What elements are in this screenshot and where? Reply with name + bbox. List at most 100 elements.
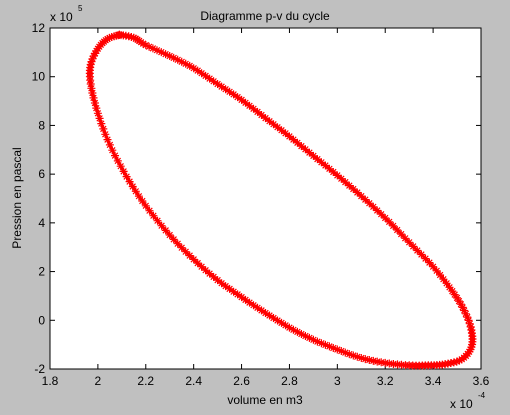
series-point-marker — [277, 126, 286, 135]
series-point-marker — [463, 313, 472, 322]
series-point-marker — [301, 145, 310, 154]
series-point-marker — [297, 330, 306, 338]
x-axis-ticks: 1.8 2 2.2 2.4 2.6 2.8 3 3.2 3.4 3.6 — [42, 28, 490, 388]
series-point-marker — [389, 221, 398, 230]
series-point-marker — [341, 178, 350, 187]
series-point-marker — [141, 201, 150, 210]
series-point-marker — [281, 321, 290, 330]
series-point-marker — [333, 345, 342, 354]
series-point-marker — [181, 247, 190, 256]
x-tick-label: 3.4 — [425, 374, 442, 388]
x-tick-label: 2.8 — [281, 374, 298, 388]
series-point-marker — [88, 89, 97, 97]
series-point-marker — [385, 359, 394, 368]
series-point-marker — [138, 197, 147, 205]
y-axis-ticks: -2 0 2 4 6 8 10 12 — [32, 21, 481, 376]
series-point-marker — [448, 287, 457, 296]
x-tick-label: 2 — [95, 374, 102, 388]
series-point-marker — [277, 318, 286, 327]
series-point-marker — [439, 275, 448, 284]
series-point-marker — [373, 357, 382, 366]
series-point-marker — [301, 332, 310, 340]
series-point-marker — [217, 279, 226, 288]
series-point-marker — [265, 311, 274, 320]
series-point-marker — [349, 185, 358, 193]
series-point-marker — [189, 255, 198, 264]
series-point-marker — [233, 290, 242, 299]
series-point-marker — [145, 42, 154, 51]
series-point-marker — [233, 93, 242, 102]
series-point-marker — [111, 151, 119, 160]
series-point-marker — [201, 71, 210, 80]
series-point-marker — [103, 135, 112, 144]
series-point-marker — [99, 124, 108, 133]
series-layer — [85, 30, 477, 370]
series-point-marker — [265, 117, 274, 126]
series-point-marker — [93, 109, 102, 118]
series-point-marker — [389, 360, 398, 368]
series-point-marker — [245, 298, 254, 307]
series-point-marker — [92, 104, 101, 113]
y-axis-title: Pression en pascal — [10, 147, 24, 248]
series-point-marker — [337, 174, 346, 183]
y-exponent-label: x 10 5 — [50, 4, 83, 24]
series-point-marker — [185, 61, 194, 70]
series-point-marker — [425, 258, 434, 267]
series-point-marker — [229, 287, 238, 296]
series-point-marker — [165, 231, 174, 239]
series-point-marker — [261, 114, 270, 123]
series-point-marker — [417, 250, 426, 259]
series-point-marker — [253, 303, 262, 312]
series-point-marker — [455, 356, 464, 365]
series-point-marker — [177, 57, 186, 66]
series-point-marker — [213, 80, 222, 88]
series-point-marker — [289, 325, 298, 334]
series-point-marker — [105, 33, 114, 42]
series-point-marker — [213, 276, 222, 285]
series-point-marker — [209, 272, 218, 281]
series-point-marker — [321, 161, 330, 170]
series-point-marker — [189, 64, 198, 73]
series-point-marker — [149, 211, 158, 220]
series-point-marker — [161, 50, 170, 59]
series-point-marker — [95, 114, 104, 123]
series-point-marker — [321, 340, 330, 349]
series-point-marker — [101, 130, 110, 139]
series-point-marker — [325, 164, 334, 173]
series-point-marker — [413, 246, 422, 255]
series-point-marker — [157, 221, 166, 230]
x-tick-label: 2.2 — [137, 374, 154, 388]
series-point-marker — [305, 333, 314, 342]
y-tick-label: 10 — [32, 70, 46, 84]
series-point-marker — [349, 351, 358, 360]
x-tick-label: 1.8 — [42, 374, 59, 388]
series-point-marker — [385, 217, 394, 226]
x-exponent-label: x 10 -4 — [450, 391, 486, 411]
series-point-marker — [145, 206, 154, 215]
series-point-marker — [409, 242, 418, 251]
series-point-marker — [169, 235, 178, 244]
series-point-marker — [134, 192, 143, 201]
series-point-marker — [325, 342, 334, 351]
series-point-marker — [442, 279, 451, 288]
series-point-marker — [456, 300, 465, 309]
series-point-marker — [157, 48, 166, 57]
series-point-marker — [257, 111, 266, 119]
series-point-marker — [209, 77, 218, 86]
series-point-marker — [450, 290, 459, 299]
x-exponent-power: -4 — [478, 391, 486, 400]
series-point-marker — [139, 39, 148, 48]
series-point-marker — [249, 301, 258, 310]
series-point-marker — [115, 30, 124, 39]
series-point-marker — [329, 168, 338, 176]
series-point-marker — [225, 87, 234, 96]
series-point-marker — [305, 148, 314, 157]
series-point-marker — [273, 316, 282, 325]
series-point-marker — [393, 226, 402, 234]
series-point-marker — [107, 33, 116, 41]
series-point-marker — [361, 195, 370, 204]
series-point-marker — [365, 199, 374, 208]
series-point-marker — [217, 82, 226, 91]
series-point-marker — [397, 230, 406, 239]
